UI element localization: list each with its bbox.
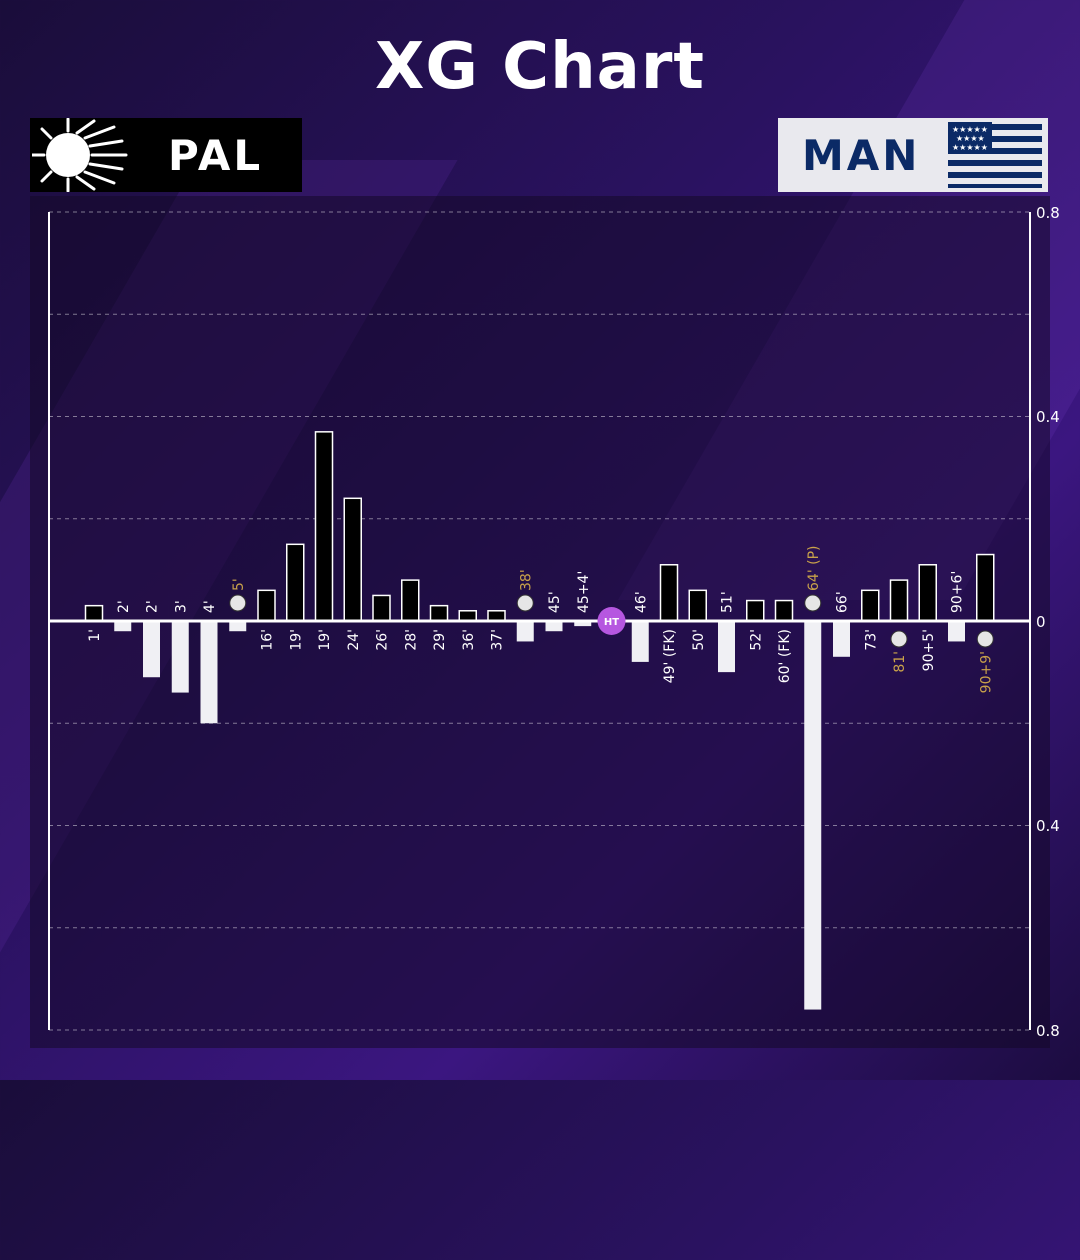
bar-pal — [487, 610, 506, 622]
bar-man — [114, 621, 132, 632]
minute-label: 52' — [748, 629, 764, 651]
y-tick-label: 0.4 — [1036, 817, 1060, 835]
team-away-name: MAN — [802, 130, 921, 180]
bar-pal — [257, 589, 276, 622]
minute-label: 29' — [432, 629, 448, 651]
minute-label: 36' — [461, 629, 477, 651]
bar-pal — [286, 543, 305, 622]
bar-pal — [746, 599, 765, 622]
bar-man — [833, 621, 850, 657]
bar-man — [545, 621, 563, 632]
bar-man — [229, 621, 247, 632]
halftime-marker — [597, 607, 626, 635]
minute-label: 2' — [116, 600, 132, 613]
svg-text:★★★★★: ★★★★★ — [952, 125, 988, 134]
grid-lines — [49, 211, 1030, 1031]
ball-icon — [890, 630, 908, 648]
bar-pal — [861, 589, 880, 622]
bar-pal — [314, 431, 334, 622]
team-home-badge: PAL — [30, 118, 302, 192]
minute-label: 90+6' — [950, 571, 966, 613]
minute-label: 16' — [260, 629, 276, 651]
bar-man — [171, 621, 189, 693]
minute-labels: 1' 2' 2' 3' 4' 5' 16' 19' 19' 24' 26' 28' 29' 36' 37' 3… — [87, 546, 994, 694]
bar-man — [631, 621, 649, 662]
y-tick-label: 0.4 — [1036, 408, 1060, 426]
minute-label: 45+4' — [576, 571, 592, 613]
bar-man — [804, 621, 822, 1010]
bar-pal — [429, 604, 449, 622]
team-home-name: PAL — [168, 130, 264, 180]
sun-icon — [32, 118, 128, 192]
halftime-label: HT — [604, 617, 619, 628]
bar-pal — [688, 589, 707, 622]
striped-flag-icon: ★★★★★★★★★★★★★★ — [948, 122, 1043, 188]
bar-pal — [889, 579, 909, 622]
minute-label: 26' — [375, 629, 391, 651]
bar-pal — [659, 564, 679, 622]
minute-label: 38' — [518, 569, 534, 591]
chart-title: XG Chart — [374, 30, 706, 104]
minute-label: 5' — [231, 578, 247, 591]
minute-label: 51' — [720, 591, 736, 613]
bar-man — [200, 621, 218, 724]
bar-man — [516, 621, 534, 642]
xg-chart: 0.8 0.4 0 0.4 0.8 1' 2' 2' 3' 4' 5' 16' 19' 19' 2… — [49, 204, 1060, 1040]
bar-man — [143, 621, 160, 678]
minute-label: 46' — [633, 591, 649, 613]
bar-pal — [372, 594, 391, 622]
bar-pal — [343, 497, 362, 622]
y-tick-label: 0 — [1036, 613, 1046, 631]
bar-man — [948, 621, 965, 642]
minute-label: 81' — [892, 651, 908, 673]
minute-label: 66' — [835, 591, 851, 613]
ball-icon — [229, 594, 247, 612]
bar-pal — [976, 553, 995, 622]
minute-label: 90+5' — [921, 629, 937, 671]
minute-label: 49' (FK) — [662, 629, 678, 683]
minute-label: 50' — [691, 629, 707, 651]
minute-label: 37' — [490, 629, 506, 651]
minute-label: 60' (FK) — [777, 629, 793, 683]
bar-pal — [84, 604, 104, 622]
bar-man — [574, 621, 592, 627]
ball-icon — [976, 630, 994, 648]
minute-label: 28' — [403, 629, 419, 651]
minute-label: 1' — [87, 629, 103, 642]
minute-label: 3' — [173, 600, 189, 613]
ball-icon — [804, 594, 822, 612]
y-tick-label: 0.8 — [1036, 1022, 1060, 1040]
ball-icon — [516, 594, 534, 612]
minute-label: 64' (P) — [806, 546, 822, 591]
minute-label: 4' — [202, 600, 218, 613]
minute-label: 19' — [288, 629, 304, 651]
y-axis-ticks: 0.8 0.4 0 0.4 0.8 — [1036, 204, 1060, 1040]
minute-label: 73' — [863, 629, 879, 651]
bar-pal — [774, 599, 794, 622]
minute-label: 90+9' — [978, 651, 994, 693]
team-away-badge: MAN ★★★★★ ★★★★ ★★★★★ — [778, 118, 1048, 192]
minute-label: 45' — [547, 591, 563, 613]
svg-text:★★★★★: ★★★★★ — [952, 143, 988, 152]
svg-text:★★★★: ★★★★ — [956, 134, 985, 143]
minute-label: 24' — [346, 629, 362, 651]
minute-label: 2' — [145, 600, 161, 613]
bar-man — [718, 621, 735, 673]
y-tick-label: 0.8 — [1036, 204, 1060, 222]
bar-pal — [458, 610, 477, 622]
bar-pal — [918, 564, 937, 622]
bar-pal — [401, 579, 420, 622]
xg-bars — [84, 431, 995, 1010]
minute-label: 19' — [317, 629, 333, 651]
